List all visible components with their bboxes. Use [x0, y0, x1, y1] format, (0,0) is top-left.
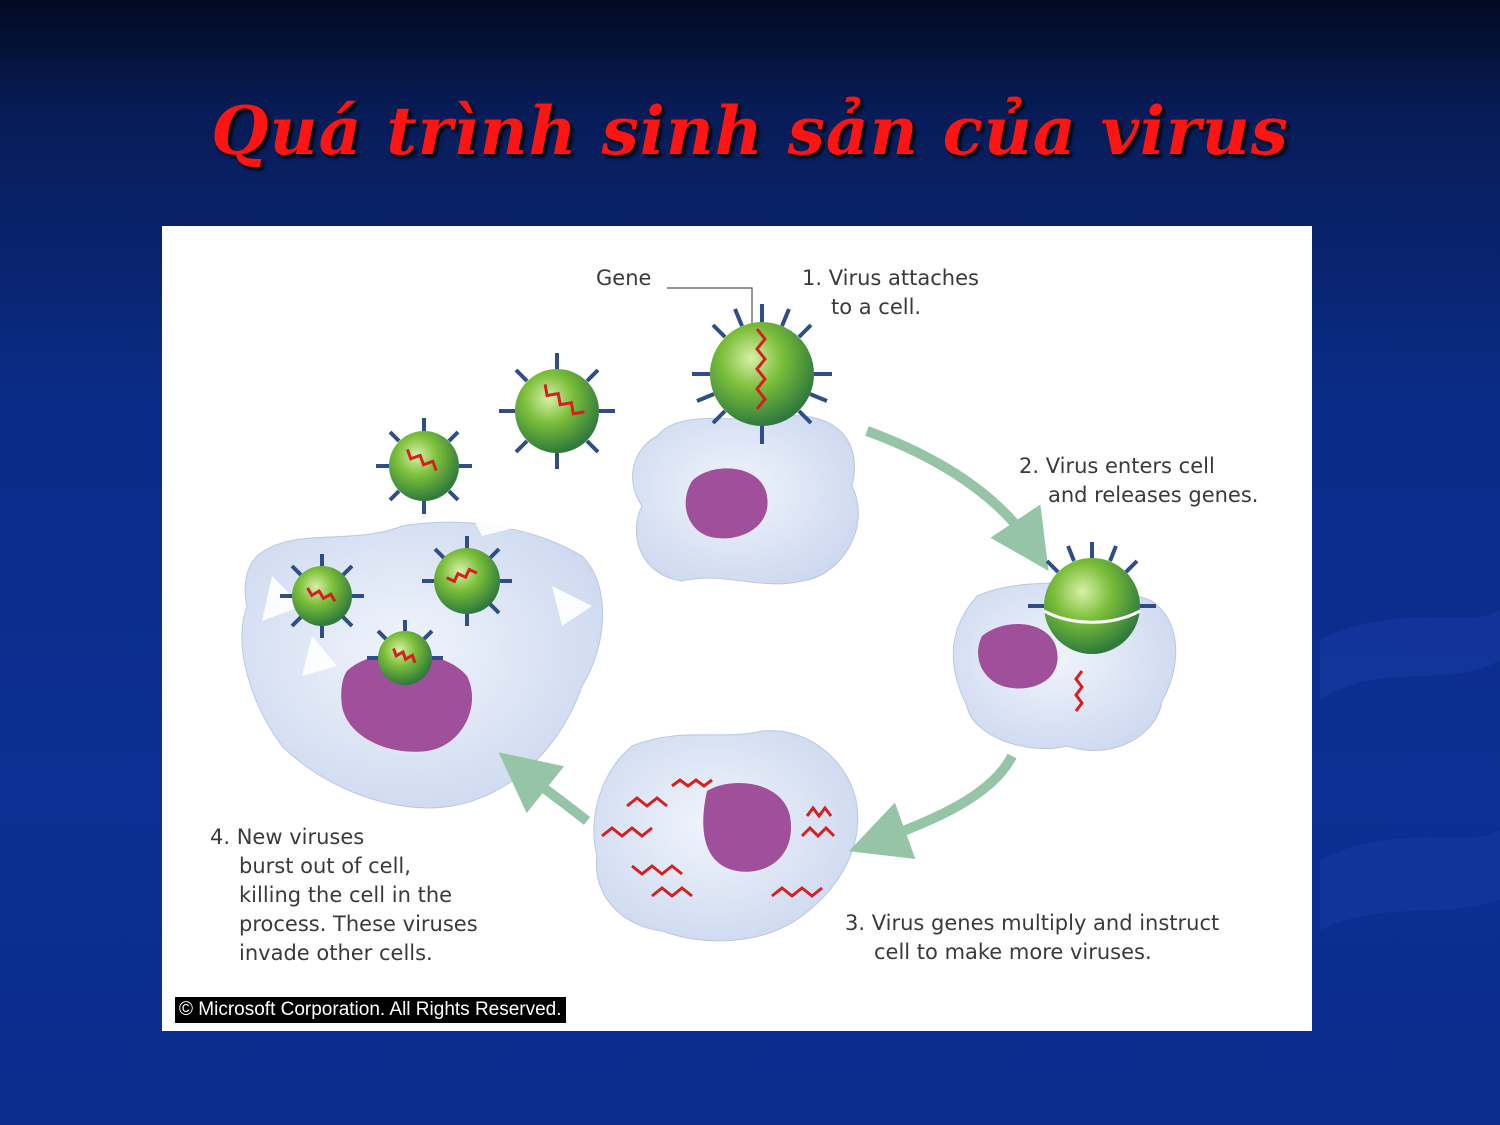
- virus-released-3: [422, 536, 512, 626]
- slide-title: Quá trình sinh sản của virus: [211, 92, 1289, 170]
- virus-step2: [1028, 542, 1156, 654]
- virus-step1: [692, 304, 832, 444]
- step3-label-line1: 3. Virus genes multiply and instruct: [845, 911, 1220, 935]
- gene-leader-line: [667, 287, 753, 331]
- step4-label-line4: process. These viruses: [239, 912, 478, 936]
- step3-label-line2: cell to make more viruses.: [874, 940, 1152, 964]
- nucleus-4: [341, 652, 473, 752]
- step4-label-line1: 4. New viruses: [210, 825, 365, 849]
- gene-label: Gene: [596, 266, 652, 290]
- step4-label-line3: killing the cell in the: [239, 883, 453, 907]
- virus-released-4: [280, 554, 364, 638]
- gene-strands: [601, 670, 1084, 898]
- step1-label-line2: to a cell.: [831, 295, 922, 319]
- step4-label-line2: burst out of cell,: [239, 854, 411, 878]
- step1-label-line1: 1. Virus attaches: [802, 266, 979, 290]
- arrow-1-to-2: [865, 426, 1049, 571]
- nucleus-1: [685, 468, 768, 539]
- step2-label-line1: 2. Virus enters cell: [1019, 454, 1215, 478]
- arrow-3-to-4: [498, 752, 591, 825]
- arrow-2-to-3: [848, 753, 1017, 859]
- virus-released-1: [499, 353, 615, 469]
- lifecycle-diagram: [241, 287, 1177, 942]
- virus-released-5: [367, 620, 443, 685]
- nucleus-3: [703, 783, 792, 872]
- step4-label-line5: invade other cells.: [239, 941, 433, 965]
- virus-released-2: [376, 418, 472, 514]
- step2-label-line2: and releases genes.: [1048, 483, 1259, 507]
- nucleus-2: [978, 624, 1058, 689]
- virus-lifecycle-figure: Gene 1. Virus attaches to a cell. 2. Vir…: [162, 226, 1312, 1031]
- copyright-notice: © Microsoft Corporation. All Rights Rese…: [175, 997, 566, 1023]
